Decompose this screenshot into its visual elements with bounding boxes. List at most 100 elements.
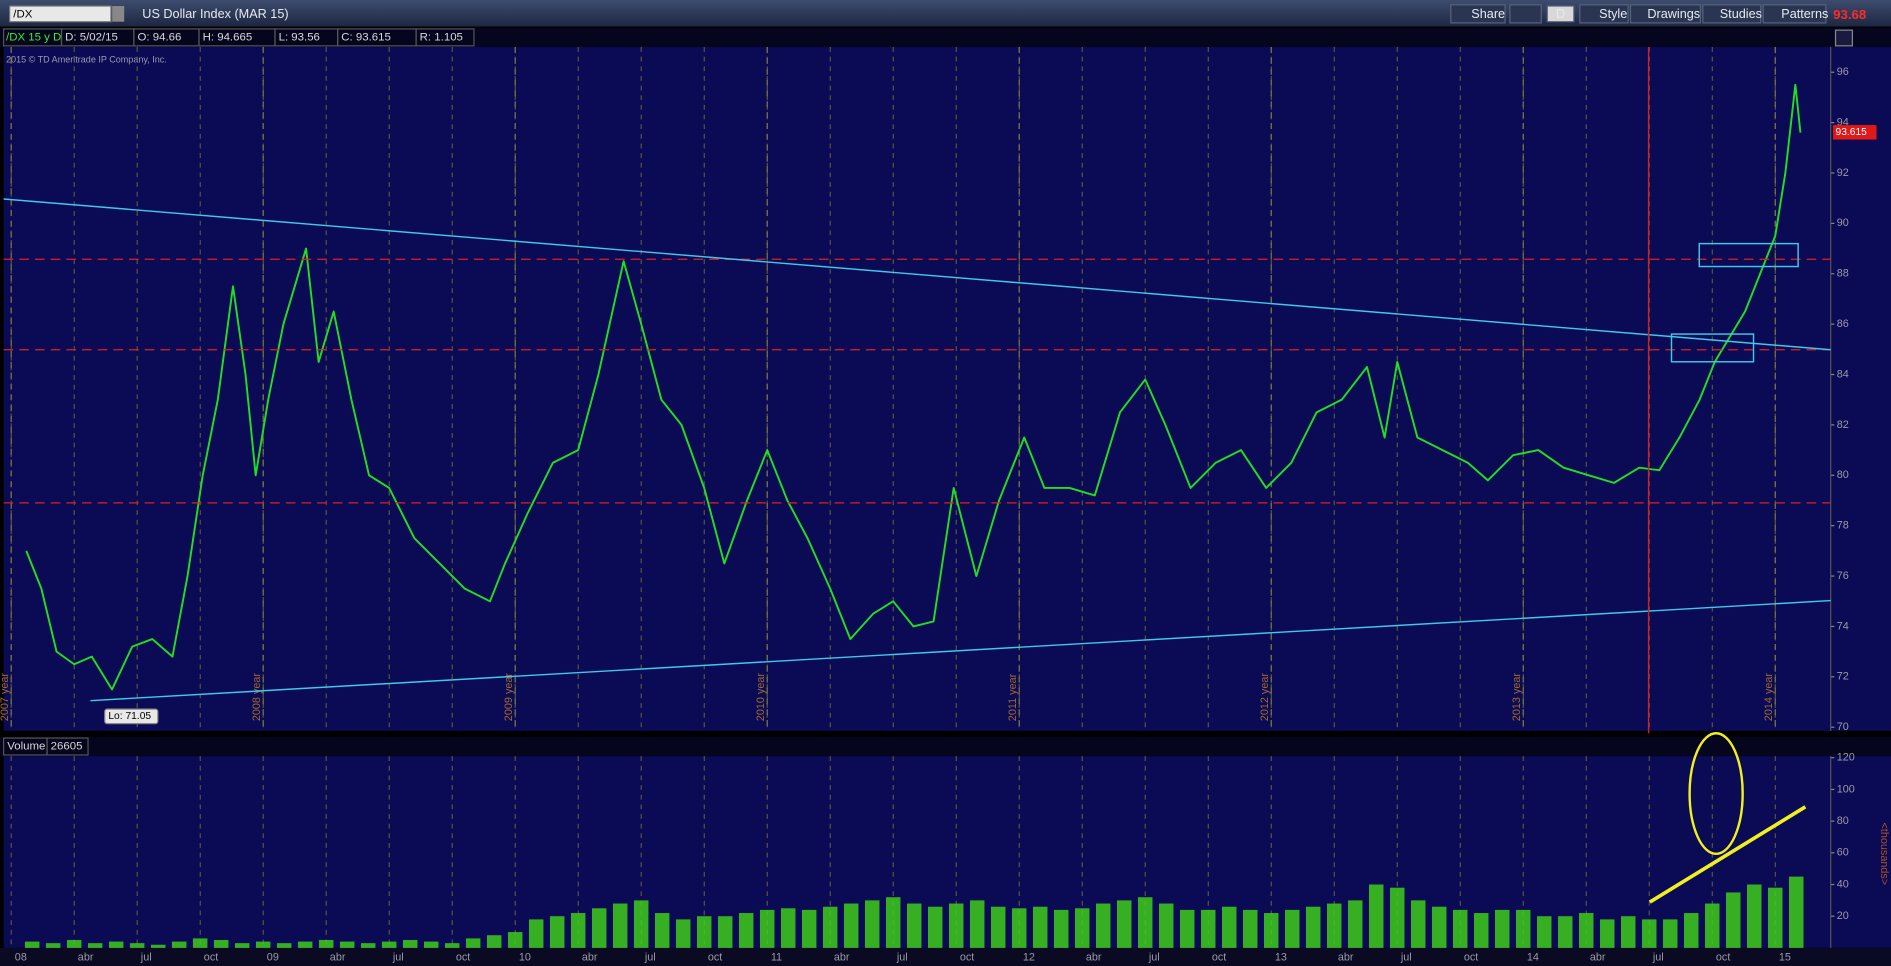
symbol-dropdown[interactable] bbox=[112, 6, 125, 22]
volume-bar bbox=[1516, 909, 1531, 948]
button-label: Style bbox=[1599, 7, 1627, 21]
x-tick-label: 09 bbox=[267, 951, 279, 963]
x-tick-label: jul bbox=[896, 951, 908, 963]
style-button[interactable] bbox=[1579, 4, 1629, 24]
volume-bar bbox=[927, 906, 943, 948]
last-price: 93.68 bbox=[1833, 7, 1866, 22]
x-tick-label: 15 bbox=[1779, 951, 1791, 963]
volume-bar bbox=[549, 916, 565, 948]
info-cell bbox=[415, 28, 475, 47]
x-tick-label: abr bbox=[330, 951, 346, 963]
patterns-button[interactable] bbox=[1762, 4, 1827, 24]
volume-bar bbox=[276, 943, 292, 948]
y-tick-label: 96 bbox=[1837, 66, 1849, 78]
studies-button[interactable] bbox=[1702, 4, 1762, 24]
volume-bar bbox=[339, 941, 355, 948]
y-tick-label: 84 bbox=[1837, 368, 1849, 380]
volume-bar bbox=[1200, 909, 1216, 948]
volume-bar bbox=[318, 939, 334, 948]
volume-bar bbox=[24, 941, 40, 948]
volume-bar bbox=[780, 908, 796, 948]
volume-bar bbox=[1306, 906, 1321, 948]
y-tick-label: 94 bbox=[1837, 116, 1849, 128]
x-tick-label: jul bbox=[644, 951, 656, 963]
volume-bar bbox=[885, 897, 901, 948]
volume-bar bbox=[675, 919, 691, 948]
x-tick-label: oct bbox=[456, 951, 470, 963]
volume-bar bbox=[507, 932, 523, 948]
volume-bar bbox=[1074, 908, 1090, 948]
y-tick-label: 80 bbox=[1837, 469, 1849, 481]
open: O: 94.66 bbox=[137, 31, 181, 43]
x-tick-label: 08 bbox=[15, 951, 27, 963]
year-label: 2009 year bbox=[503, 673, 515, 722]
year-label: 2013 year bbox=[1511, 673, 1523, 722]
volume-bar bbox=[1432, 906, 1447, 948]
volume-bar bbox=[528, 919, 544, 948]
y-tick-label: 80 bbox=[1837, 815, 1849, 827]
y-tick-label: 120 bbox=[1837, 752, 1855, 764]
volume-bar bbox=[297, 941, 313, 948]
toolbar bbox=[0, 0, 1891, 27]
volume-bar bbox=[1558, 916, 1573, 948]
year-label: 2011 year bbox=[1007, 673, 1019, 721]
volume-panel bbox=[3, 756, 1891, 948]
volume-bar bbox=[1221, 906, 1237, 948]
x-tick-label: oct bbox=[960, 951, 974, 963]
x-tick-label: 12 bbox=[1023, 951, 1035, 963]
volume-bar bbox=[423, 941, 439, 948]
volume-bar bbox=[1579, 913, 1594, 948]
y-tick-label: 78 bbox=[1837, 520, 1849, 532]
share-button[interactable] bbox=[1450, 4, 1506, 24]
volume-bar bbox=[759, 909, 775, 948]
x-tick-label: oct bbox=[1212, 951, 1226, 963]
volume-bar bbox=[801, 909, 817, 948]
date: D: 5/02/15 bbox=[65, 31, 118, 43]
volume-bar bbox=[906, 903, 922, 948]
tools-button[interactable] bbox=[1509, 4, 1542, 24]
trendline bbox=[90, 599, 1831, 702]
volume-bar bbox=[1768, 887, 1783, 948]
drawings-button[interactable] bbox=[1629, 4, 1702, 24]
volume-bar bbox=[1684, 913, 1699, 948]
close: C: 93.615 bbox=[341, 31, 391, 43]
button-label: Patterns bbox=[1781, 7, 1828, 21]
x-tick-label: oct bbox=[1464, 951, 1478, 963]
volume-bar bbox=[1179, 909, 1195, 948]
y-tick-label: 100 bbox=[1837, 783, 1855, 795]
instrument-description: US Dollar Index (MAR 15) bbox=[142, 7, 288, 21]
volume-bar bbox=[234, 943, 250, 948]
year-label: 2008 year bbox=[251, 673, 263, 722]
price-line bbox=[25, 83, 1802, 691]
volume-bar bbox=[1789, 876, 1804, 948]
zoom-button[interactable] bbox=[1834, 29, 1854, 47]
symbol-input[interactable] bbox=[9, 5, 112, 23]
highlight-ellipse bbox=[1688, 732, 1744, 856]
x-tick-label: jul bbox=[1148, 951, 1160, 963]
copyright: 2015 © TD Ameritrade IP Company, Inc. bbox=[6, 55, 167, 65]
x-tick-label: 13 bbox=[1275, 951, 1287, 963]
y-tick-label: 70 bbox=[1837, 721, 1849, 733]
year-label: 2014 year bbox=[1763, 673, 1775, 722]
x-tick-label: jul bbox=[140, 951, 152, 963]
volume-bar bbox=[1032, 906, 1048, 948]
volume-bar bbox=[1705, 903, 1720, 948]
volume-bar bbox=[1137, 897, 1153, 948]
y-tick-label: 40 bbox=[1837, 878, 1849, 890]
y-tick-label: 76 bbox=[1837, 570, 1849, 582]
volume-bar bbox=[612, 903, 628, 948]
box-drawing bbox=[1698, 242, 1799, 268]
x-tick-label: oct bbox=[708, 951, 722, 963]
symbol: /DX bbox=[13, 9, 32, 21]
volume-bar bbox=[1053, 909, 1069, 948]
volume-bar bbox=[1390, 887, 1405, 948]
info-bar bbox=[0, 27, 1891, 48]
volume-bar bbox=[1263, 913, 1279, 948]
x-tick-label: abr bbox=[1590, 951, 1606, 963]
low-label-box bbox=[104, 708, 159, 725]
y-tick-label: 92 bbox=[1837, 167, 1849, 179]
volume-bar bbox=[129, 943, 145, 948]
volume-bar bbox=[171, 941, 187, 948]
period-button[interactable] bbox=[1546, 5, 1575, 23]
